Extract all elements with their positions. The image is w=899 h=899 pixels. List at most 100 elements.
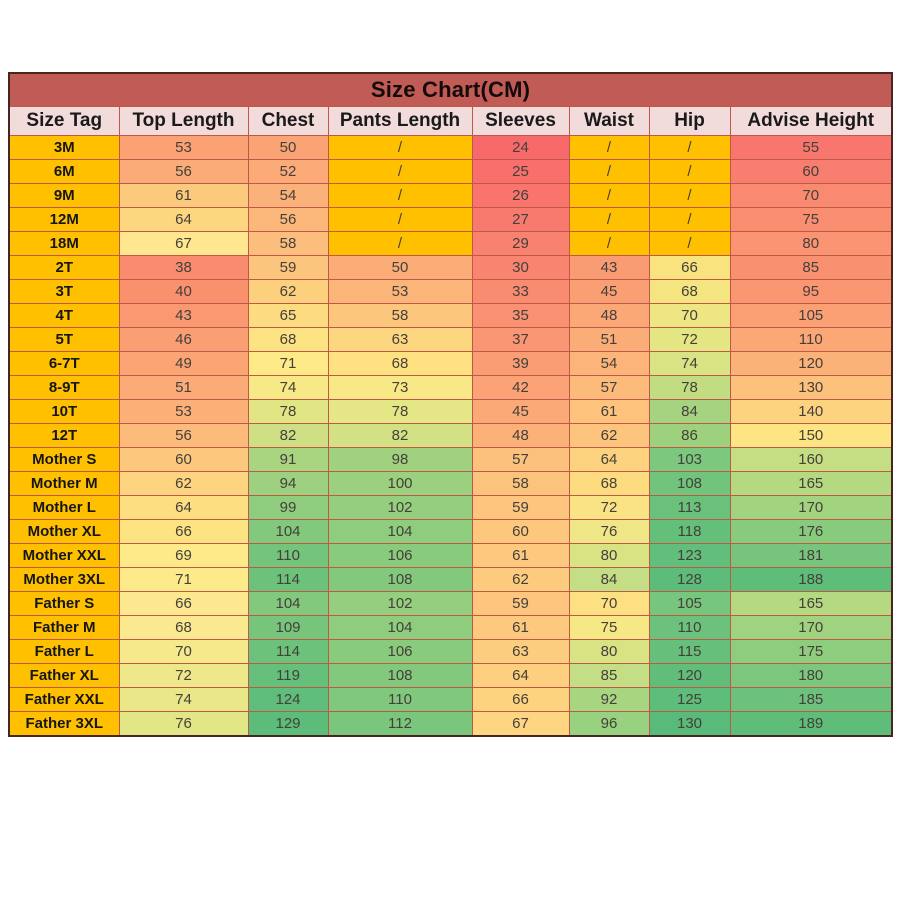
- value-cell-pants-length: 106: [327, 543, 473, 568]
- value-cell-top-length: 72: [118, 663, 249, 688]
- value-cell-top-length: 53: [118, 399, 249, 424]
- value-cell-pants-length: 53: [327, 279, 473, 304]
- value-cell-advise-height: 85: [729, 255, 893, 280]
- value-cell-advise-height: 160: [729, 447, 893, 472]
- value-cell-chest: 52: [247, 159, 329, 184]
- size-tag-cell: Mother M: [8, 471, 120, 496]
- value-cell-top-length: 56: [118, 159, 249, 184]
- value-cell-advise-height: 140: [729, 399, 893, 424]
- value-cell-sleeves: 48: [471, 423, 570, 448]
- value-cell-pants-length: /: [327, 207, 473, 232]
- value-cell-pants-length: 110: [327, 687, 473, 712]
- value-cell-chest: 71: [247, 351, 329, 376]
- table-row-4t: 4T 43 65 58 35 48 70 105: [8, 303, 893, 328]
- value-cell-chest: 62: [247, 279, 329, 304]
- value-cell-hip: 68: [648, 279, 731, 304]
- value-cell-advise-height: 95: [729, 279, 893, 304]
- value-cell-waist: 75: [568, 615, 650, 640]
- value-cell-chest: 82: [247, 423, 329, 448]
- value-cell-top-length: 61: [118, 183, 249, 208]
- value-cell-waist: 92: [568, 687, 650, 712]
- value-cell-pants-length: 100: [327, 471, 473, 496]
- table-row-father-l: Father L 70 114 106 63 80 115 175: [8, 639, 893, 664]
- value-cell-pants-length: 102: [327, 591, 473, 616]
- value-cell-hip: 108: [648, 471, 731, 496]
- value-cell-sleeves: 59: [471, 591, 570, 616]
- value-cell-sleeves: 57: [471, 447, 570, 472]
- value-cell-hip: 66: [648, 255, 731, 280]
- value-cell-sleeves: 59: [471, 495, 570, 520]
- value-cell-pants-length: 104: [327, 615, 473, 640]
- value-cell-sleeves: 45: [471, 399, 570, 424]
- table-row-8-9t: 8-9T 51 74 73 42 57 78 130: [8, 375, 893, 400]
- value-cell-hip: 125: [648, 687, 731, 712]
- value-cell-waist: 80: [568, 543, 650, 568]
- value-cell-sleeves: 29: [471, 231, 570, 256]
- table-row-5t: 5T 46 68 63 37 51 72 110: [8, 327, 893, 352]
- value-cell-advise-height: 170: [729, 495, 893, 520]
- value-cell-sleeves: 67: [471, 711, 570, 737]
- table-row-father-3xl: Father 3XL 76 129 112 67 96 130 189: [8, 711, 893, 737]
- table-row-mother-xxl: Mother XXL 69 110 106 61 80 123 181: [8, 543, 893, 568]
- value-cell-top-length: 46: [118, 327, 249, 352]
- table-row-18m: 18M 67 58/29//80: [8, 231, 893, 256]
- value-cell-waist: 61: [568, 399, 650, 424]
- value-cell-hip: 78: [648, 375, 731, 400]
- value-cell-sleeves: 64: [471, 663, 570, 688]
- value-cell-hip: 72: [648, 327, 731, 352]
- value-cell-sleeves: 60: [471, 519, 570, 544]
- value-cell-hip: 110: [648, 615, 731, 640]
- title-row: Size Chart(CM): [8, 72, 893, 107]
- value-cell-chest: 65: [247, 303, 329, 328]
- size-tag-cell: Father XXL: [8, 687, 120, 712]
- value-cell-waist: /: [568, 135, 650, 160]
- value-cell-sleeves: 61: [471, 615, 570, 640]
- value-cell-pants-length: 104: [327, 519, 473, 544]
- value-cell-advise-height: 150: [729, 423, 893, 448]
- value-cell-advise-height: 165: [729, 471, 893, 496]
- value-cell-waist: 51: [568, 327, 650, 352]
- table-row-father-s: Father S 66 104 102 59 70 105 165: [8, 591, 893, 616]
- table-row-mother-m: Mother M 62 94 100 58 68 108 165: [8, 471, 893, 496]
- value-cell-pants-length: 102: [327, 495, 473, 520]
- value-cell-top-length: 68: [118, 615, 249, 640]
- value-cell-top-length: 69: [118, 543, 249, 568]
- value-cell-pants-length: 106: [327, 639, 473, 664]
- value-cell-hip: 115: [648, 639, 731, 664]
- column-header-pants-length: Pants Length: [327, 106, 473, 136]
- value-cell-advise-height: 181: [729, 543, 893, 568]
- value-cell-chest: 109: [247, 615, 329, 640]
- value-cell-waist: 68: [568, 471, 650, 496]
- value-cell-sleeves: 35: [471, 303, 570, 328]
- table-row-mother-l: Mother L 64 99 102 59 72 113 170: [8, 495, 893, 520]
- value-cell-pants-length: /: [327, 159, 473, 184]
- column-header-size-tag: Size Tag: [8, 106, 120, 136]
- value-cell-top-length: 49: [118, 351, 249, 376]
- value-cell-advise-height: 80: [729, 231, 893, 256]
- value-cell-chest: 104: [247, 591, 329, 616]
- value-cell-hip: 105: [648, 591, 731, 616]
- value-cell-waist: 45: [568, 279, 650, 304]
- table-row-mother-3xl: Mother 3XL 71 114 108 62 84 128 188: [8, 567, 893, 592]
- value-cell-chest: 56: [247, 207, 329, 232]
- table-row-12t: 12T 56 82 82 48 62 86 150: [8, 423, 893, 448]
- value-cell-hip: 84: [648, 399, 731, 424]
- value-cell-waist: /: [568, 183, 650, 208]
- size-tag-cell: 12M: [8, 207, 120, 232]
- value-cell-chest: 68: [247, 327, 329, 352]
- table-row-father-xl: Father XL 72 119 108 64 85 120 180: [8, 663, 893, 688]
- table-row-10t: 10T 53 78 78 45 61 84 140: [8, 399, 893, 424]
- value-cell-waist: 76: [568, 519, 650, 544]
- value-cell-chest: 114: [247, 567, 329, 592]
- value-cell-waist: 96: [568, 711, 650, 737]
- value-cell-hip: 74: [648, 351, 731, 376]
- value-cell-hip: /: [648, 135, 731, 160]
- value-cell-waist: 48: [568, 303, 650, 328]
- value-cell-sleeves: 33: [471, 279, 570, 304]
- value-cell-advise-height: 165: [729, 591, 893, 616]
- value-cell-top-length: 64: [118, 207, 249, 232]
- value-cell-pants-length: 112: [327, 711, 473, 737]
- value-cell-waist: 85: [568, 663, 650, 688]
- value-cell-advise-height: 176: [729, 519, 893, 544]
- value-cell-chest: 124: [247, 687, 329, 712]
